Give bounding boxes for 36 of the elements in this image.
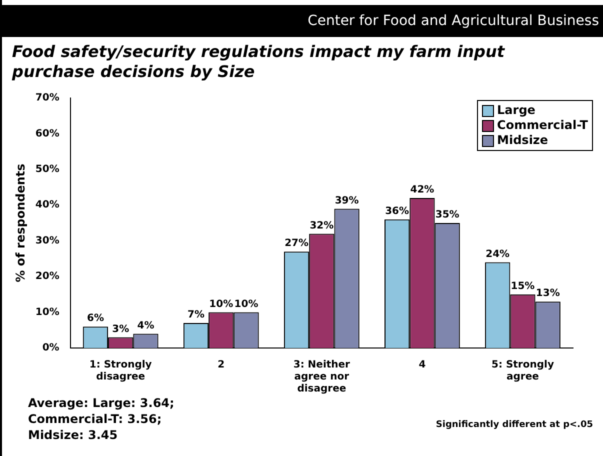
data-label: 32%	[310, 220, 334, 232]
data-label: 13%	[536, 288, 560, 300]
x-tick-label: 3: Neither agree nor disagree	[293, 360, 350, 395]
y-tick-label: 30%	[35, 235, 60, 246]
data-label: 10%	[209, 298, 234, 310]
x-tick-label: 1: Strongly disagree	[89, 360, 152, 383]
text: Average: Large: 3.64; Commercial-T: 3.56; Midsize: 3.45	[28, 395, 176, 443]
y-tick-label: 20%	[35, 271, 60, 282]
data-label: 6%	[86, 313, 104, 324]
data-label: 4%	[137, 320, 154, 332]
data-label: 3%	[112, 324, 130, 335]
data-label: 24%	[486, 248, 510, 260]
legend-label: Large	[497, 103, 536, 118]
data-label: 10%	[234, 298, 258, 310]
chart-title: Food safety/security regulations impact my farm input purchase decisions by Size	[12, 42, 506, 82]
x-tick-label: 2	[218, 360, 225, 371]
text: Significantly different at p<.05	[436, 420, 593, 430]
x-tick-label: 4	[418, 360, 426, 371]
data-label: 35%	[435, 210, 460, 221]
legend-label: Commercial-T	[497, 118, 588, 133]
data-label: 27%	[284, 238, 309, 250]
y-tick-label: 60%	[35, 128, 60, 140]
text: Center for Food and Agricultural Business	[308, 13, 599, 29]
y-tick-label: 0%	[42, 342, 60, 354]
x-tick-label: 5: Strongly agree	[492, 360, 554, 383]
y-tick-label: 70%	[35, 92, 60, 104]
legend-label: Midsize	[497, 133, 548, 148]
y-tick-label: 10%	[35, 306, 60, 318]
data-label: 36%	[385, 206, 410, 218]
y-tick-label: 50%	[35, 164, 60, 176]
y-axis-title: % of respondents	[13, 164, 28, 282]
data-label: 39%	[334, 195, 359, 206]
data-label: 42%	[410, 184, 434, 196]
y-tick-label: 40%	[35, 200, 60, 211]
data-label: 7%	[188, 310, 204, 321]
data-label: 15%	[510, 281, 535, 292]
